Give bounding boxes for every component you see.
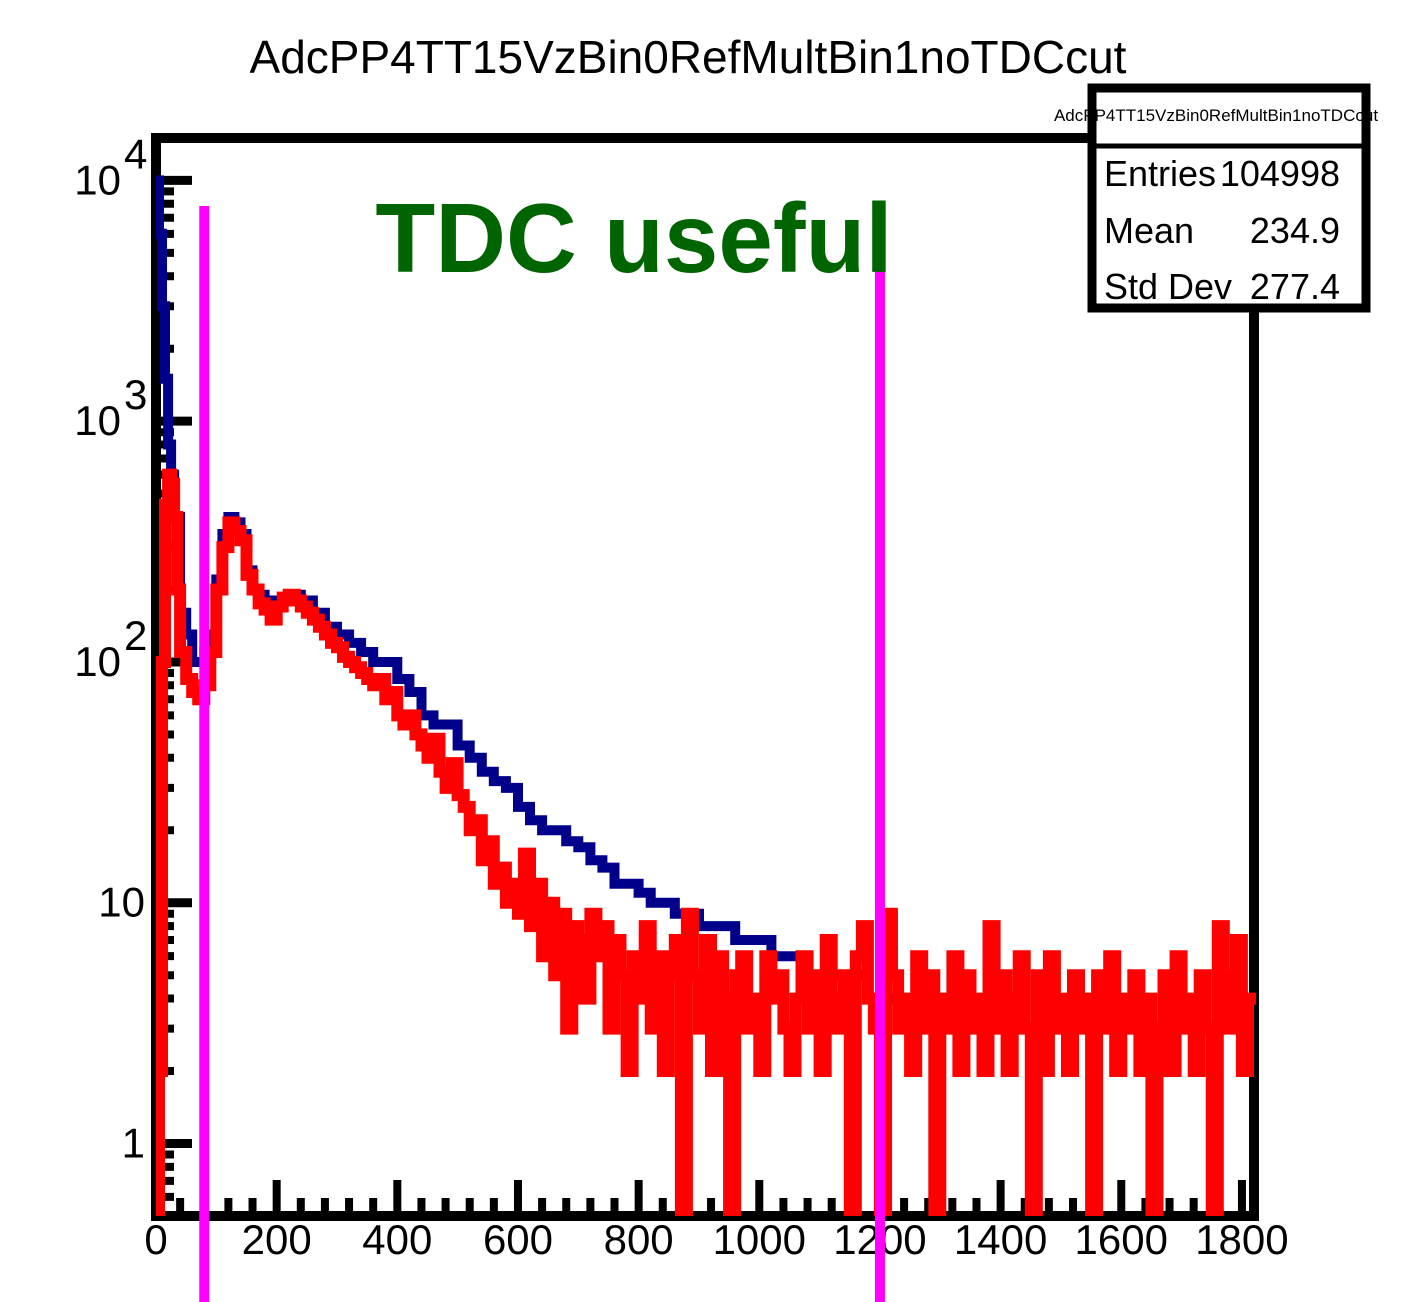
- series-1-line: [156, 175, 1250, 1034]
- x-tick-label: 800: [604, 1216, 674, 1263]
- x-axis-ticks: 020040060080010001200140016001800: [144, 1180, 1289, 1263]
- x-tick-label: 1600: [1075, 1216, 1168, 1263]
- stats-box: AdcPP4TT15VzBin0RefMultBin1noTDCcut Entr…: [1054, 83, 1378, 313]
- annotation-tdc-useful: TDC useful: [375, 183, 892, 293]
- x-tick-label: 1400: [954, 1216, 1047, 1263]
- y-tick-exponent: 3: [124, 371, 147, 418]
- x-tick-label: 1000: [713, 1216, 806, 1263]
- series-2-line: [156, 468, 1256, 1216]
- stats-box-frame: [1087, 83, 1371, 313]
- x-tick-label: 400: [362, 1216, 432, 1263]
- x-tick-label: 600: [483, 1216, 553, 1263]
- chart-title: AdcPP4TT15VzBin0RefMultBin1noTDCcut: [250, 31, 1127, 83]
- stats-entries-label: Entries: [1104, 153, 1216, 194]
- stats-mean-label: Mean: [1104, 210, 1194, 251]
- y-tick-exponent: 2: [124, 612, 147, 659]
- stats-box-title: AdcPP4TT15VzBin0RefMultBin1noTDCcut: [1054, 106, 1378, 125]
- marker-lines: [199, 206, 885, 1302]
- x-tick-label: 1800: [1195, 1216, 1288, 1263]
- stats-mean-value: 234.9: [1250, 210, 1340, 251]
- x-tick-label: 200: [242, 1216, 312, 1263]
- stats-stddev-value: 277.4: [1250, 266, 1340, 307]
- y-tick-label: 1: [122, 1120, 145, 1167]
- stats-stddev-label: Std Dev: [1104, 266, 1232, 307]
- y-tick-label: 10: [74, 397, 121, 444]
- y-tick-label: 10: [74, 156, 121, 203]
- stats-entries-value: 104998: [1220, 153, 1340, 194]
- series-layer: [156, 175, 1256, 1216]
- y-tick-exponent: 4: [124, 130, 147, 177]
- y-tick-label: 10: [74, 638, 121, 685]
- y-tick-label: 10: [98, 879, 145, 926]
- x-tick-label: 0: [144, 1216, 167, 1263]
